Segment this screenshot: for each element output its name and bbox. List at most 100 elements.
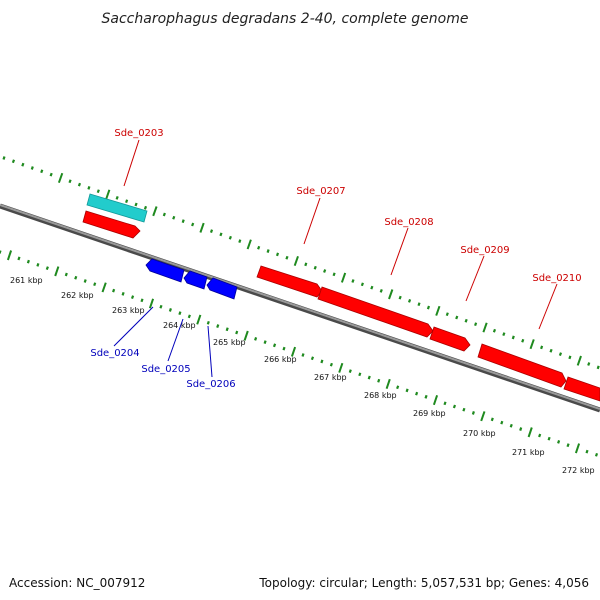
leader-line-sde-0204 xyxy=(113,306,154,347)
minor-tick xyxy=(225,327,229,332)
gene-sde-0208[interactable] xyxy=(317,286,434,338)
major-tick xyxy=(54,266,60,277)
minor-tick xyxy=(313,265,317,270)
minor-tick xyxy=(379,289,383,293)
major-tick xyxy=(243,330,249,341)
major-tick xyxy=(432,394,439,406)
gene-sde-0203[interactable] xyxy=(82,210,141,239)
minor-tick xyxy=(209,229,214,233)
leader-line-sde-0205 xyxy=(167,318,184,362)
gene-sde-0209[interactable] xyxy=(429,326,471,352)
minor-tick xyxy=(538,433,542,438)
minor-tick xyxy=(87,186,91,190)
minor-tick xyxy=(112,288,116,293)
gene-partial-right[interactable] xyxy=(563,376,600,402)
minor-tick xyxy=(407,299,412,303)
minor-tick xyxy=(417,302,421,307)
minor-tick xyxy=(93,282,97,287)
major-tick xyxy=(574,443,581,454)
major-tick xyxy=(388,289,394,300)
ruler-label: 261 kbp xyxy=(10,276,43,285)
major-tick xyxy=(246,239,252,250)
minor-tick xyxy=(596,365,600,370)
leader-line-sde-0208 xyxy=(390,227,409,276)
minor-tick xyxy=(282,346,286,351)
minor-tick xyxy=(540,345,544,350)
genome-summary-text: Topology: circular; Length: 5,057,531 bp… xyxy=(258,576,589,590)
minor-tick xyxy=(358,372,362,377)
minor-tick xyxy=(45,266,49,270)
map-title: Saccharophagus degradans 2-40, complete … xyxy=(102,11,469,27)
minor-tick xyxy=(266,249,270,253)
minor-tick xyxy=(130,295,135,299)
minor-tick xyxy=(424,394,428,399)
minor-tick xyxy=(228,235,232,240)
major-tick xyxy=(435,305,441,316)
minor-tick xyxy=(83,279,87,283)
major-tick xyxy=(527,427,533,438)
minor-tick xyxy=(134,202,138,207)
minor-tick xyxy=(415,391,419,396)
genome-backbone xyxy=(0,204,600,410)
cds-feature-sde-0203[interactable] xyxy=(86,193,148,223)
minor-tick xyxy=(206,320,210,325)
minor-tick xyxy=(351,279,355,283)
ruler-label: 272 kbp xyxy=(562,466,595,475)
major-tick xyxy=(199,222,205,233)
minor-tick xyxy=(77,182,82,187)
gene-sde-0207[interactable] xyxy=(256,265,323,298)
minor-tick xyxy=(594,452,599,457)
ruler-label: 266 kbp xyxy=(264,355,297,364)
leader-line-sde-0206 xyxy=(207,325,213,378)
minor-tick xyxy=(143,205,148,210)
gene-sde-0210[interactable] xyxy=(477,343,567,388)
minor-tick xyxy=(509,423,513,428)
major-tick xyxy=(340,272,347,283)
minor-tick xyxy=(2,156,6,160)
accession-text: Accession: NC_007912 xyxy=(9,576,145,590)
major-tick xyxy=(105,189,111,200)
minor-tick xyxy=(521,338,525,343)
major-tick xyxy=(529,339,535,350)
minor-tick xyxy=(492,328,497,333)
minor-tick xyxy=(216,324,220,328)
leader-line-sde-0207 xyxy=(303,197,321,245)
minor-tick xyxy=(17,256,21,261)
minor-tick xyxy=(263,340,267,344)
minor-tick xyxy=(445,312,449,317)
ruler-label: 263 kbp xyxy=(112,306,145,315)
minor-tick xyxy=(96,189,100,194)
minor-tick xyxy=(511,335,515,340)
gene-label-sde-0205: Sde_0205 xyxy=(141,364,190,375)
minor-tick xyxy=(568,355,572,360)
minor-tick xyxy=(558,352,563,356)
minor-tick xyxy=(320,359,324,364)
minor-tick xyxy=(254,337,258,341)
ruler-label: 271 kbp xyxy=(512,448,545,457)
minor-tick xyxy=(377,378,381,383)
minor-tick xyxy=(26,259,30,264)
minor-tick xyxy=(464,318,468,323)
minor-tick xyxy=(36,263,40,267)
gene-sde-0204[interactable] xyxy=(145,258,185,283)
minor-tick xyxy=(310,356,315,361)
minor-tick xyxy=(462,407,466,412)
minor-tick xyxy=(452,404,457,409)
gene-sde-0206[interactable] xyxy=(206,277,238,300)
gene-sde-0205[interactable] xyxy=(183,270,208,290)
outer-tick-ring xyxy=(2,156,600,370)
major-tick xyxy=(576,355,582,366)
minor-tick xyxy=(398,295,402,300)
minor-tick xyxy=(40,169,44,174)
minor-tick xyxy=(21,162,25,167)
ruler-label: 262 kbp xyxy=(61,291,94,300)
major-tick xyxy=(293,255,299,267)
minor-tick xyxy=(332,272,336,277)
minor-tick xyxy=(121,291,125,296)
gene-label-sde-0208: Sde_0208 xyxy=(384,217,433,228)
minor-tick xyxy=(181,219,185,224)
minor-tick xyxy=(547,436,551,441)
minor-tick xyxy=(219,232,223,237)
minor-tick xyxy=(500,420,504,425)
minor-tick xyxy=(490,417,494,422)
